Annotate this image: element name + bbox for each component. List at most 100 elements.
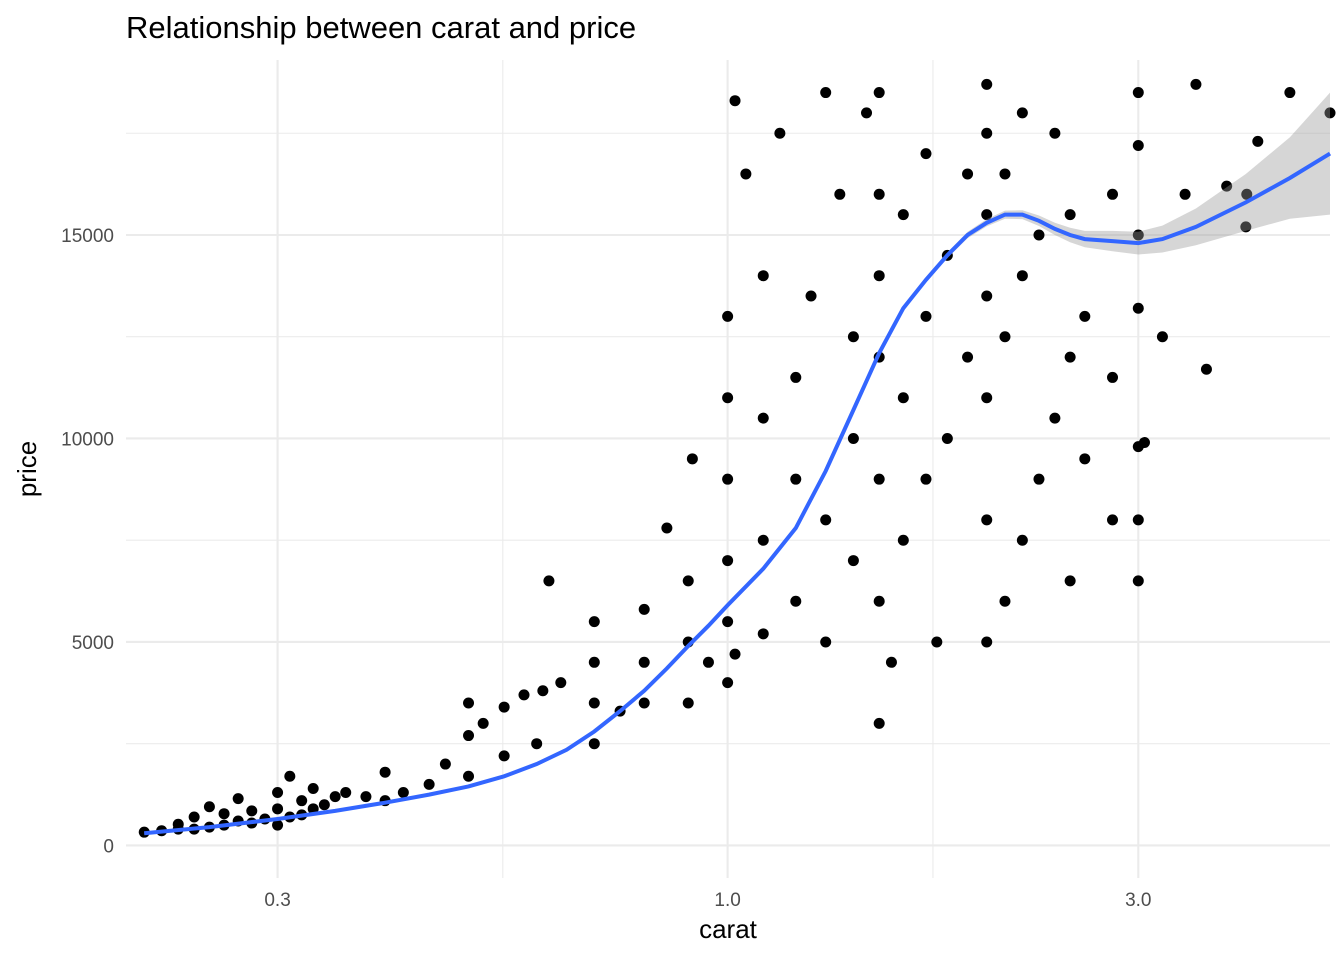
data-point xyxy=(284,770,296,782)
data-point xyxy=(1033,229,1045,241)
data-point xyxy=(885,656,897,668)
confidence-ribbon xyxy=(144,92,1331,835)
data-point xyxy=(1252,135,1264,147)
data-point xyxy=(1284,87,1296,99)
data-point xyxy=(790,595,802,607)
y-axis-ticks: 0 5000 10000 15000 xyxy=(61,226,114,857)
data-point xyxy=(931,636,943,648)
data-point xyxy=(272,787,284,799)
data-point xyxy=(1156,331,1168,343)
data-point xyxy=(1049,412,1061,424)
data-point xyxy=(1132,302,1144,314)
data-point xyxy=(740,168,752,180)
data-point xyxy=(1016,107,1028,119)
data-point xyxy=(981,209,993,221)
data-point xyxy=(1138,437,1150,449)
data-point xyxy=(805,290,817,302)
data-point xyxy=(820,514,832,526)
data-point xyxy=(920,473,932,485)
data-point xyxy=(873,717,885,729)
data-point xyxy=(897,534,909,546)
data-point xyxy=(722,310,734,322)
data-point xyxy=(1240,221,1252,233)
y-tick-label: 0 xyxy=(103,836,114,857)
x-tick-label: 0.3 xyxy=(264,890,290,911)
data-point xyxy=(423,778,435,790)
data-point xyxy=(1241,188,1253,200)
data-point xyxy=(941,432,953,444)
data-point xyxy=(790,473,802,485)
data-point xyxy=(543,575,555,587)
data-point xyxy=(477,717,489,729)
data-point xyxy=(1179,188,1191,200)
x-axis-ticks: 0.3 1.0 3.0 xyxy=(264,890,1151,911)
data-point xyxy=(820,87,832,99)
data-point xyxy=(834,188,846,200)
data-point xyxy=(379,766,391,778)
data-point xyxy=(682,697,694,709)
data-point xyxy=(463,730,475,742)
data-point xyxy=(588,616,600,628)
data-point xyxy=(531,738,543,750)
data-point xyxy=(203,801,215,813)
data-point xyxy=(774,127,786,139)
data-point xyxy=(1132,514,1144,526)
data-point xyxy=(360,791,372,803)
data-point xyxy=(307,782,319,794)
data-point xyxy=(981,127,993,139)
y-axis-title: price xyxy=(12,441,42,497)
data-point xyxy=(729,95,741,107)
data-point xyxy=(329,791,341,803)
data-point xyxy=(1064,575,1076,587)
data-point xyxy=(897,392,909,404)
data-point xyxy=(722,616,734,628)
data-point xyxy=(307,803,319,815)
data-point xyxy=(722,473,734,485)
data-point xyxy=(218,808,230,820)
data-point xyxy=(439,758,451,770)
data-point xyxy=(272,803,284,815)
data-point xyxy=(757,412,769,424)
data-point xyxy=(999,331,1011,343)
data-point xyxy=(981,78,993,90)
data-point xyxy=(981,392,993,404)
data-point xyxy=(232,793,244,805)
data-point xyxy=(296,795,308,807)
data-point xyxy=(1064,351,1076,363)
data-point xyxy=(638,697,650,709)
data-point xyxy=(1033,473,1045,485)
data-point xyxy=(1132,87,1144,99)
data-point xyxy=(999,168,1011,180)
data-point xyxy=(847,555,859,567)
smooth-line xyxy=(144,151,1332,836)
data-point xyxy=(1132,229,1144,241)
data-point xyxy=(318,799,330,811)
data-point xyxy=(873,595,885,607)
data-point xyxy=(463,770,475,782)
data-point xyxy=(981,290,993,302)
data-point xyxy=(999,595,1011,607)
data-point xyxy=(757,270,769,282)
data-point xyxy=(518,689,530,701)
data-point xyxy=(962,168,974,180)
data-point xyxy=(498,701,510,713)
x-axis-title: carat xyxy=(699,914,758,944)
data-point xyxy=(588,697,600,709)
data-point xyxy=(1200,363,1212,375)
data-point xyxy=(873,87,885,99)
data-point xyxy=(246,805,258,817)
data-points xyxy=(138,78,1336,838)
data-point xyxy=(463,697,475,709)
data-point xyxy=(638,603,650,615)
data-point xyxy=(555,677,567,689)
data-point xyxy=(1107,371,1119,383)
data-point xyxy=(686,453,698,465)
y-tick-label: 5000 xyxy=(72,633,114,654)
data-point xyxy=(1049,127,1061,139)
data-point xyxy=(397,787,409,799)
data-point xyxy=(1132,139,1144,151)
data-point xyxy=(873,473,885,485)
data-point xyxy=(638,656,650,668)
data-point xyxy=(1324,107,1336,119)
data-point xyxy=(588,738,600,750)
